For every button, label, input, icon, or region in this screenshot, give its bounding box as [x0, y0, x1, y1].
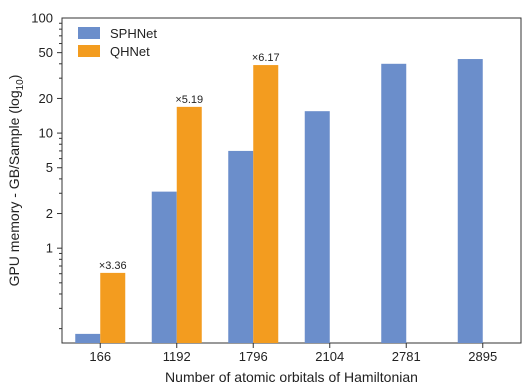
- legend-swatch-qhnet: [78, 45, 100, 57]
- y-axis: 1 2 5 10 20 50 100: [31, 11, 62, 330]
- bars: [75, 59, 483, 344]
- bar-sphnet-1192: [151, 191, 177, 343]
- x-axis: 166 1192 1796 2104 2781 2895: [89, 343, 497, 364]
- bar-sphnet-2781: [381, 63, 407, 343]
- x-tick-label: 1796: [239, 349, 268, 364]
- x-tick-label: 2895: [468, 349, 497, 364]
- plot-frame: [61, 17, 522, 344]
- annotations: ×3.36 ×5.19 ×6.17: [99, 52, 280, 272]
- x-axis-title: Number of atomic orbitals of Hamiltonian: [165, 369, 418, 385]
- ratio-annotation: ×6.17: [252, 52, 280, 64]
- bar-sphnet-2895: [457, 59, 483, 343]
- y-axis-title-subscript: 10: [15, 79, 26, 91]
- ratio-annotation: ×3.36: [99, 260, 127, 272]
- ratio-annotation: ×5.19: [175, 94, 203, 106]
- bar-sphnet-166: [75, 333, 101, 343]
- y-tick-label: 5: [46, 160, 53, 175]
- y-tick-label: 50: [39, 45, 53, 60]
- x-tick-label: 2781: [392, 349, 421, 364]
- bar-qhnet-1796: [253, 65, 279, 343]
- y-axis-title-main: GPU memory - GB/Sample (log: [6, 90, 22, 286]
- x-tick-label: 2104: [315, 349, 344, 364]
- y-tick-label: 1: [46, 241, 53, 256]
- y-axis-title: GPU memory - GB/Sample (log10): [6, 75, 26, 287]
- legend-label-qhnet: QHNet: [110, 44, 150, 59]
- y-tick-label: 20: [39, 91, 53, 106]
- bar-sphnet-1796: [228, 150, 254, 343]
- x-tick-label: 1192: [163, 349, 191, 364]
- legend-label-sphnet: SPHNet: [110, 26, 157, 41]
- y-tick-label: 10: [39, 126, 53, 141]
- y-axis-title-close: ): [6, 75, 22, 80]
- bar-sphnet-2104: [304, 111, 330, 343]
- legend: SPHNet QHNet: [78, 26, 157, 59]
- legend-swatch-sphnet: [78, 27, 100, 39]
- bar-qhnet-166: [100, 272, 126, 343]
- bar-qhnet-1192: [176, 106, 202, 344]
- y-tick-label: 100: [31, 11, 53, 26]
- x-tick-label: 166: [89, 349, 111, 364]
- y-tick-label: 2: [46, 206, 53, 221]
